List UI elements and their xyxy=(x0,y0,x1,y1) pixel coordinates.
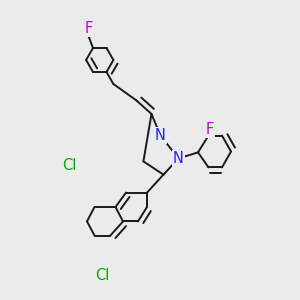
Text: N: N xyxy=(173,151,184,166)
Text: F: F xyxy=(84,21,93,36)
Text: Cl: Cl xyxy=(62,158,76,173)
Text: Cl: Cl xyxy=(95,268,109,283)
Text: F: F xyxy=(206,122,214,137)
Text: N: N xyxy=(155,128,166,143)
